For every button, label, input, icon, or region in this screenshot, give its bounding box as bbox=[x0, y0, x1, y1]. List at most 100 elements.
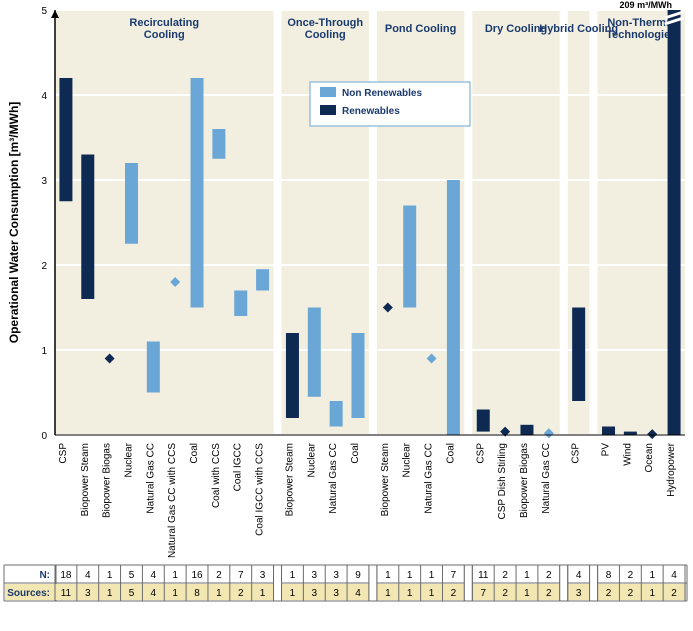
range-bar bbox=[147, 342, 160, 393]
table-sources-value: 2 bbox=[606, 588, 612, 599]
table-n-value: 4 bbox=[85, 570, 91, 581]
table-n-value: 9 bbox=[355, 570, 361, 581]
table-sources-value: 5 bbox=[129, 588, 135, 599]
table-group-gap bbox=[464, 566, 472, 600]
table-n-value: 1 bbox=[172, 570, 178, 581]
category-label: PV bbox=[601, 443, 612, 457]
table-n-value: 1 bbox=[524, 570, 530, 581]
table-sources-value: 1 bbox=[385, 588, 391, 599]
category-label: Coal bbox=[350, 443, 361, 464]
table-n-value: 18 bbox=[60, 570, 72, 581]
table-sources-value: 2 bbox=[451, 588, 457, 599]
table-sources-value: 1 bbox=[260, 588, 266, 599]
range-bar bbox=[447, 180, 460, 435]
table-n-value: 3 bbox=[312, 570, 318, 581]
group-label: Cooling bbox=[305, 29, 346, 41]
range-bar bbox=[286, 333, 299, 418]
y-tick-label: 2 bbox=[41, 261, 47, 272]
category-label: Nuclear bbox=[402, 442, 413, 477]
table-sources-value: 1 bbox=[216, 588, 222, 599]
table-sources-value: 1 bbox=[429, 588, 435, 599]
category-label: CSP bbox=[571, 443, 582, 464]
table-group-gap bbox=[369, 566, 377, 600]
table-sources-value: 1 bbox=[290, 588, 296, 599]
category-label: CSP bbox=[475, 443, 486, 464]
table-n-value: 7 bbox=[451, 570, 457, 581]
table-n-value: 3 bbox=[333, 570, 339, 581]
y-tick-label: 1 bbox=[41, 346, 47, 357]
chart-root: 012345Operational Water Consumption [m³/… bbox=[0, 0, 693, 631]
table-group-gap bbox=[590, 566, 598, 600]
table-sources-value: 3 bbox=[312, 588, 318, 599]
table-n-value: 1 bbox=[385, 570, 391, 581]
category-label: Nuclear bbox=[306, 442, 317, 477]
group-label: Once-Through bbox=[287, 17, 363, 29]
group-label: Dry Cooling bbox=[485, 23, 547, 35]
table-sources-value: 1 bbox=[407, 588, 413, 599]
group-divider bbox=[560, 10, 568, 435]
chart-svg: 012345Operational Water Consumption [m³/… bbox=[0, 0, 693, 631]
category-label: Natural Gas CC bbox=[328, 443, 339, 514]
group-label: Recirculating bbox=[129, 17, 199, 29]
range-bar bbox=[308, 308, 321, 397]
table-n-value: 1 bbox=[107, 570, 113, 581]
table-n-value: 8 bbox=[606, 570, 612, 581]
table-n-value: 2 bbox=[502, 570, 508, 581]
category-label: CSP Dish Stirling bbox=[497, 443, 508, 520]
y-tick-label: 4 bbox=[41, 91, 47, 102]
table-sources-value: 1 bbox=[524, 588, 530, 599]
range-bar bbox=[330, 401, 343, 427]
table-n-value: 2 bbox=[546, 570, 552, 581]
category-label: CSP bbox=[58, 443, 69, 464]
range-bar bbox=[81, 155, 94, 300]
group-divider bbox=[274, 10, 282, 435]
category-label: Biopower Biogas bbox=[519, 443, 530, 518]
category-label: Coal bbox=[445, 443, 456, 464]
legend-label: Renewables bbox=[342, 106, 400, 117]
table-n-value: 4 bbox=[151, 570, 157, 581]
table-sources-value: 8 bbox=[194, 588, 200, 599]
table-sources-value: 11 bbox=[61, 588, 72, 599]
category-label: Biopower Steam bbox=[80, 443, 91, 516]
range-bar bbox=[59, 78, 72, 201]
table-sources-value: 2 bbox=[671, 588, 677, 599]
category-label: Coal bbox=[189, 443, 200, 464]
group-divider bbox=[590, 10, 598, 435]
table-n-value: 2 bbox=[628, 570, 634, 581]
legend-swatch bbox=[320, 87, 336, 97]
table-sources-value: 1 bbox=[649, 588, 655, 599]
table-n-value: 1 bbox=[290, 570, 296, 581]
range-bar bbox=[403, 206, 416, 308]
table-group-gap bbox=[560, 566, 568, 600]
broken-bar-label: 209 m³/MWh bbox=[620, 0, 673, 10]
table-n-value: 3 bbox=[260, 570, 266, 581]
table-sources-value: 7 bbox=[480, 588, 486, 599]
category-label: Coal IGCC bbox=[233, 443, 244, 491]
table-sources-value: 2 bbox=[546, 588, 552, 599]
table-header-n: N: bbox=[39, 570, 50, 581]
category-label: Ocean bbox=[644, 443, 655, 472]
category-label: Nuclear bbox=[123, 442, 134, 477]
range-bar bbox=[602, 427, 615, 436]
range-bar bbox=[352, 333, 365, 418]
table-sources-value: 4 bbox=[151, 588, 157, 599]
y-tick-label: 3 bbox=[41, 176, 47, 187]
group-divider bbox=[464, 10, 472, 435]
category-label: Coal with CCS bbox=[211, 443, 222, 508]
category-label: Biopower Steam bbox=[380, 443, 391, 516]
table-n-value: 11 bbox=[478, 570, 489, 581]
table-n-value: 1 bbox=[407, 570, 413, 581]
table-n-value: 1 bbox=[429, 570, 435, 581]
table-sources-value: 2 bbox=[502, 588, 508, 599]
table-sources-value: 3 bbox=[85, 588, 91, 599]
category-label: Natural Gas CC with CCS bbox=[167, 443, 178, 558]
range-bar bbox=[624, 432, 637, 435]
table-sources-value: 2 bbox=[628, 588, 634, 599]
group-divider bbox=[369, 10, 377, 435]
legend-swatch bbox=[320, 105, 336, 115]
table-n-value: 1 bbox=[649, 570, 655, 581]
table-sources-value: 3 bbox=[333, 588, 339, 599]
category-label: Biopower Biogas bbox=[102, 443, 113, 518]
table-n-value: 2 bbox=[216, 570, 222, 581]
table-header-sources: Sources: bbox=[7, 588, 50, 599]
